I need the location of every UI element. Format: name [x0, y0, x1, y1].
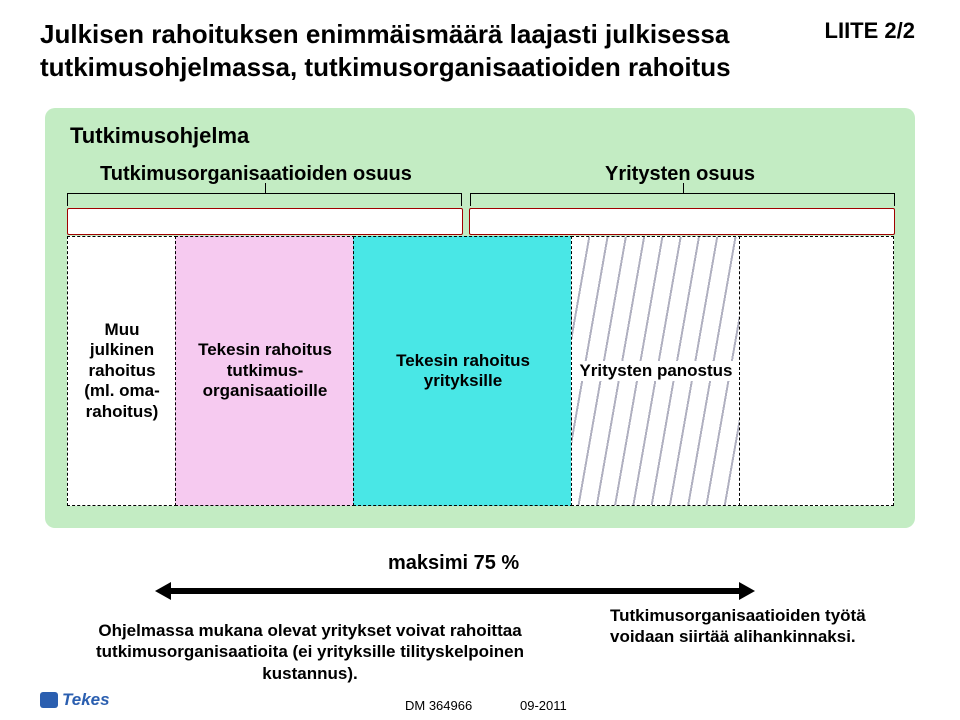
page-title: Julkisen rahoituksen enimmäismäärä laaja… — [40, 18, 800, 83]
panel-title: Tutkimusohjelma — [70, 123, 249, 149]
box-company-contribution: Yritysten panostus — [571, 236, 741, 506]
box-empty-hatched — [739, 236, 894, 506]
logo-mark-icon — [40, 692, 58, 708]
doc-date: 09-2011 — [520, 698, 567, 713]
program-panel: Tutkimusohjelma Tutkimusorganisaatioiden… — [45, 108, 915, 528]
doc-id: DM 364966 — [405, 698, 472, 713]
appendix-label: LIITE 2/2 — [825, 18, 915, 44]
footnote-right: Tutkimusorganisaatioiden työtä voidaan s… — [610, 605, 930, 648]
box-other-public-funding: Muu julkinen rahoitus (ml. oma-rahoitus) — [67, 236, 177, 506]
section-label-research-orgs: Tutkimusorganisaatioiden osuus — [100, 163, 412, 186]
box-tekes-companies: Tekesin rahoitus yrityksille — [353, 236, 573, 506]
max-label: maksimi 75 % — [388, 552, 519, 575]
double-arrow-icon — [155, 582, 755, 600]
share-box-right — [469, 208, 895, 235]
title-line-2: tutkimusohjelmassa, tutkimusorganisaatio… — [40, 51, 800, 84]
title-line-1: Julkisen rahoituksen enimmäismäärä laaja… — [40, 18, 800, 51]
footnote-left: Ohjelmassa mukana olevat yritykset voiva… — [75, 620, 545, 684]
tekes-logo: Tekes — [40, 688, 110, 712]
bracket-left — [67, 193, 462, 207]
box-tekes-research-orgs: Tekesin rahoitus tutkimus-organisaatioil… — [175, 236, 355, 506]
logo-text: Tekes — [62, 690, 110, 710]
bracket-right — [470, 193, 895, 207]
section-label-companies: Yritysten osuus — [605, 163, 755, 186]
slide: Julkisen rahoituksen enimmäismäärä laaja… — [0, 0, 960, 720]
share-box-left — [67, 208, 463, 235]
